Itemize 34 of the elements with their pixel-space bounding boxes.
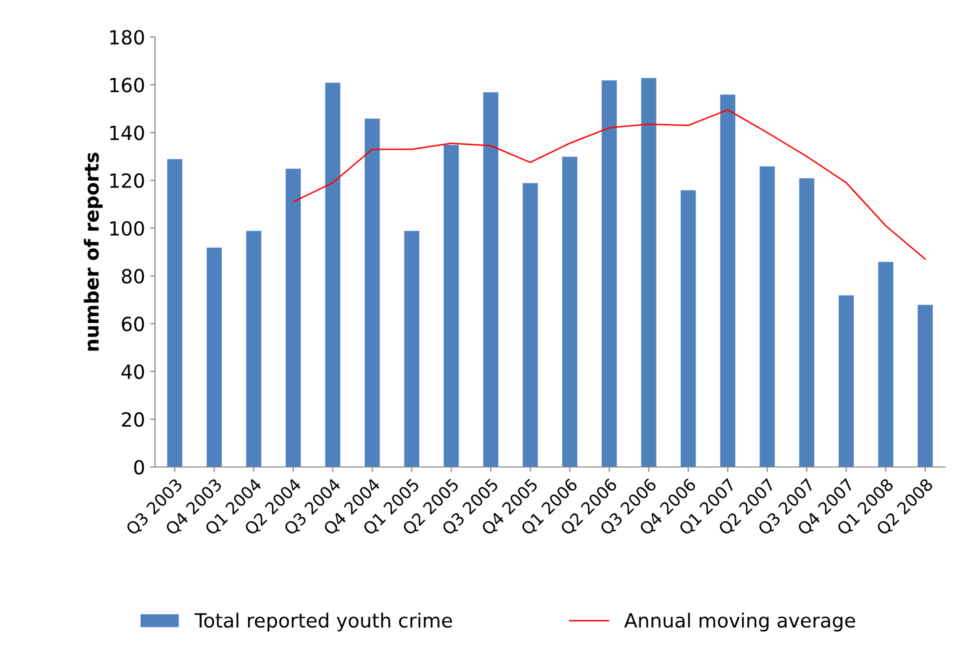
bar — [680, 190, 696, 467]
y-tick-label: 80 — [122, 268, 144, 284]
bar — [878, 261, 894, 467]
y-tick-label: 140 — [110, 126, 144, 140]
bar — [562, 156, 578, 467]
bar — [206, 246, 222, 467]
bar — [443, 144, 460, 467]
bar — [640, 77, 657, 467]
bar — [838, 294, 854, 467]
bar — [285, 168, 302, 467]
bar — [798, 178, 815, 467]
y-tick-label: 180 — [110, 30, 144, 45]
bar — [759, 166, 776, 467]
bar — [482, 92, 499, 467]
y-axis-title: number of reports — [84, 152, 103, 351]
bar — [364, 118, 380, 467]
bar — [522, 182, 538, 467]
y-tick-label: 120 — [110, 173, 144, 188]
legend-label: Annual moving average — [624, 612, 856, 632]
bar — [917, 304, 934, 467]
bar — [404, 230, 420, 467]
bar — [166, 158, 183, 467]
line-series — [292, 109, 926, 260]
bar — [601, 80, 618, 467]
y-tick-label: 160 — [110, 78, 144, 92]
legend-label: Total reported youth crime — [194, 612, 452, 632]
y-tick-label: 100 — [110, 221, 144, 236]
y-tick-label: 40 — [121, 364, 144, 380]
bar — [324, 82, 341, 467]
y-tick-label: 60 — [122, 316, 144, 332]
bar — [720, 94, 736, 467]
y-tick-label: 20 — [122, 412, 144, 427]
bar — [246, 230, 262, 467]
y-tick-label: 0 — [134, 460, 144, 475]
